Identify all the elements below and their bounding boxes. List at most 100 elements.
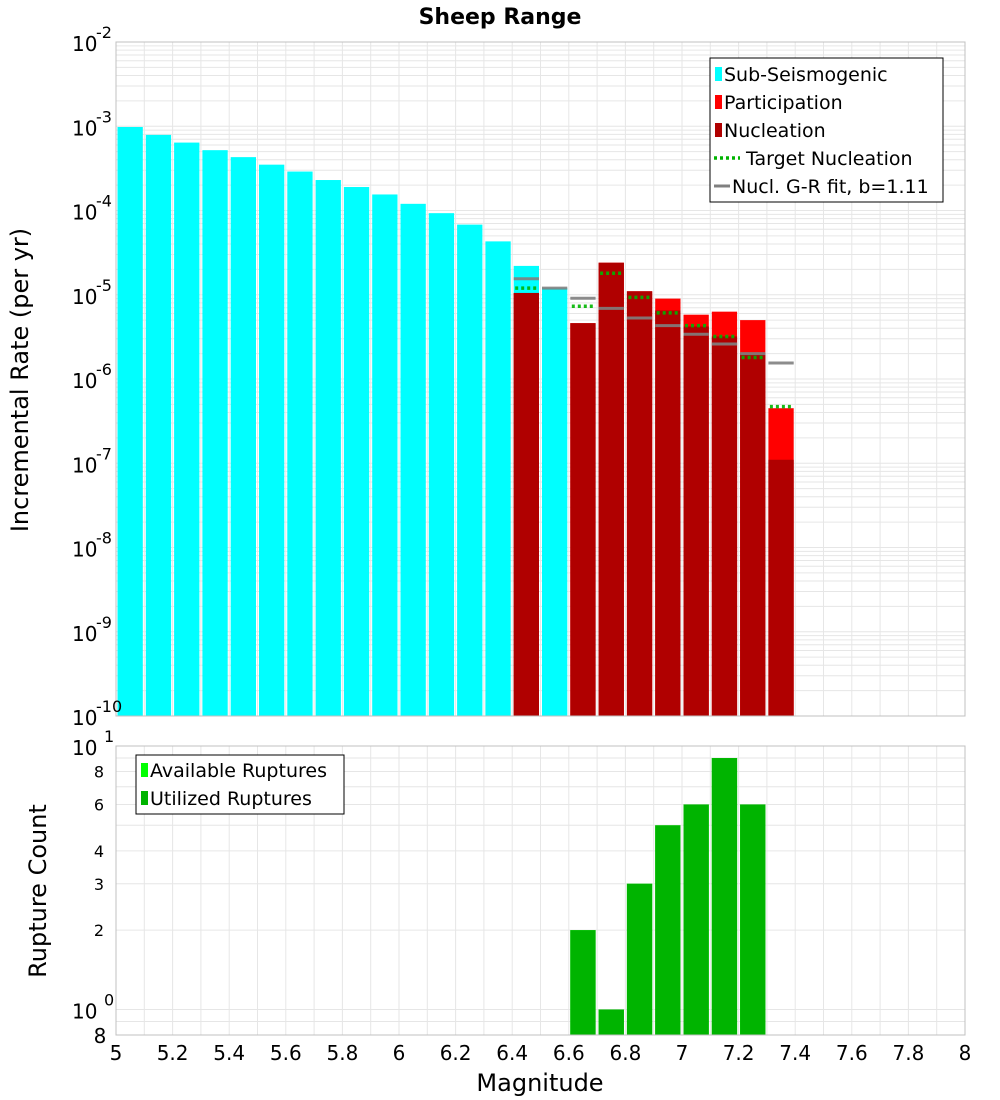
sub-seismogenic-bar [428,213,455,716]
sub-seismogenic-bar [230,157,256,717]
legend-box [709,57,944,203]
utilized-ruptures-bar [626,883,653,1035]
sub-seismogenic-bar [343,187,370,716]
legend-label: Nucl. G-R fit, b=1.11 [732,176,929,198]
x-tick-label: 5.8 [326,1041,358,1065]
nucleation-bar [768,459,794,716]
y-tick-exponent: -8 [96,529,112,548]
x-tick-label: 7.4 [779,1041,811,1065]
legend-box [135,754,345,815]
nucleation-bar [711,336,738,716]
y-tick-exponent: -7 [96,444,112,463]
nucleation-bar [740,353,766,716]
utilized-ruptures-bar [598,1009,624,1035]
legend-label: Nucleation [724,120,826,142]
top-legend: Sub-Seismogenic Participation Nucleation Ta… [709,57,944,203]
y-tick-exponent: -3 [96,107,112,126]
y-tick-label: 10 [72,622,97,646]
x-axis-ticks: 5 5.2 5.4 5.6 5.8 6 6.2 6.4 6.6 6.8 7 7.2 7.4 7.6 7.8 8 [110,1041,972,1065]
x-tick-label: 5 [110,1041,123,1065]
y-tick-exponent: 0 [104,990,114,1009]
x-axis-label: Magnitude [476,1069,603,1097]
y-tick-label: 10 [72,538,97,562]
sub-seismogenic-bar [287,171,313,716]
y-tick-label: 10 [72,32,97,56]
sub-seismogenic-bar [542,288,568,716]
sub-seismogenic-bar [202,150,228,717]
x-tick-label: 7 [676,1041,689,1065]
y-tick-label: 10 [72,369,97,393]
sub-seismogenic-bar [259,164,285,717]
top-plot-lines [513,271,794,409]
x-tick-label: 5.4 [213,1041,245,1065]
y-tick-exponent: -9 [96,613,112,632]
sub-seismogenic-bar [372,194,398,717]
y-tick-label: 10 [72,453,97,477]
nucleation-bar [598,262,624,716]
nucleation-bar [626,291,653,716]
sub-seismogenic-bar [485,241,511,716]
y-tick-label: 10 [72,999,97,1023]
utilized-ruptures-bar [683,804,709,1035]
y-tick-exponent: -10 [96,697,122,716]
sub-seismogenic-bar [457,224,483,716]
utilized-ruptures-bar [740,804,766,1035]
x-tick-label: 6.2 [440,1041,472,1065]
utilized-ruptures-bar [655,825,681,1035]
legend-swatch [715,123,722,137]
x-tick-label: 6.4 [496,1041,528,1065]
bottom-legend: Available Ruptures Utilized Ruptures [135,754,345,815]
legend-swatch [715,67,722,81]
y-tick-label: 10 [72,285,97,309]
legend-label: Available Ruptures [150,760,327,782]
y-minor-tick-label: 2 [94,921,104,940]
sub-seismogenic-bar [400,203,426,716]
top-plot-bars [117,126,794,717]
x-tick-label: 7.2 [723,1041,755,1065]
sub-seismogenic-bar [145,134,172,716]
legend-label: Sub-Seismogenic [724,64,888,86]
y-tick-exponent: -2 [96,23,112,42]
y-tick-label: 10 [72,736,97,760]
legend-swatch [141,763,148,777]
bottom-plot-bars [570,758,766,1035]
y-minor-tick-label: 6 [94,795,104,814]
legend-swatch [715,95,722,109]
y-minor-tick-label: 8 [94,763,104,782]
x-tick-label: 6.8 [609,1041,641,1065]
sub-seismogenic-bar [315,180,341,717]
legend-label: Utilized Ruptures [150,788,312,810]
nucleation-bar [570,323,596,716]
utilized-ruptures-bar [570,930,596,1035]
x-tick-label: 7.8 [892,1041,924,1065]
y-tick-exponent: 1 [104,727,114,746]
y-tick-label: 10 [72,116,97,140]
y-tick-exponent: -6 [96,360,112,379]
y-minor-tick-label: 4 [94,842,104,861]
sub-seismogenic-bar [117,126,143,717]
y-tick-label: 8 [94,1024,107,1048]
legend-swatch [141,791,148,805]
x-tick-label: 8 [959,1041,972,1065]
x-tick-label: 5.6 [270,1041,302,1065]
y-tick-label: 10 [72,201,97,225]
nucleation-bar [513,292,539,716]
y-minor-tick-label: 3 [94,875,104,894]
x-tick-label: 6.6 [553,1041,585,1065]
x-tick-label: 6 [393,1041,406,1065]
x-tick-label: 5.2 [157,1041,189,1065]
x-tick-label: 7.6 [836,1041,868,1065]
utilized-ruptures-bar [711,758,738,1035]
top-y-axis-label: Incremental Rate (per yr) [6,228,34,532]
bottom-plot-frame [115,745,966,1036]
chart-title: Sheep Range [419,5,582,30]
legend-label: Participation [724,92,843,114]
y-tick-exponent: -4 [96,192,112,211]
y-tick-exponent: -5 [96,276,112,295]
sub-seismogenic-bar [174,142,200,716]
y-tick-label: 10 [72,706,97,730]
top-plot-frame [115,41,966,717]
